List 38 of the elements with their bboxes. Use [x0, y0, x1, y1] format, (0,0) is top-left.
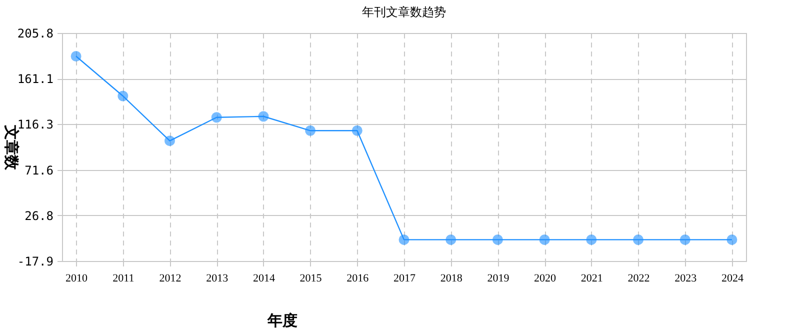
x-tick-label: 2013: [206, 272, 229, 284]
point: [352, 125, 362, 136]
x-tick-label: 2022: [628, 272, 650, 284]
y-tick-label: 26.8: [24, 208, 54, 223]
point: [398, 234, 410, 245]
x-tick-label: 2024: [721, 272, 744, 284]
x-axis-title: 年度: [266, 312, 298, 330]
y-tick-label: 71.6: [24, 163, 54, 178]
point: [492, 234, 503, 245]
point: [726, 234, 738, 245]
chart-title: 年刊文章数趋势: [362, 5, 446, 19]
point: [633, 234, 644, 245]
x-tick-label: 2011: [112, 272, 134, 284]
y-axis-title: 文章数: [2, 124, 20, 171]
x-tick-label: 2010: [66, 272, 88, 284]
point: [211, 112, 222, 123]
point: [680, 234, 690, 245]
y-tick-label: 161.1: [17, 72, 54, 86]
point: [539, 234, 550, 245]
x-tick-label: 2023: [674, 272, 698, 284]
point: [586, 234, 597, 245]
x-tick-label: 2012: [159, 272, 182, 284]
point: [118, 90, 128, 102]
x-tick-label: 2020: [534, 272, 557, 284]
x-tick-label: 2017: [394, 272, 416, 284]
y-tick-label: -17.9: [17, 254, 54, 268]
x-tick-label: 2016: [346, 272, 370, 284]
point: [446, 234, 456, 245]
point: [164, 136, 175, 146]
point: [258, 111, 269, 122]
y-tick-label: 205.8: [17, 26, 54, 40]
x-tick-label: 2015: [300, 272, 322, 284]
x-tick-label: 2018: [440, 272, 463, 284]
point: [70, 51, 82, 62]
point: [305, 125, 316, 136]
x-tick-label: 2019: [487, 272, 510, 284]
x-tick-label: 2021: [580, 272, 603, 284]
x-tick-label: 2014: [252, 272, 276, 284]
